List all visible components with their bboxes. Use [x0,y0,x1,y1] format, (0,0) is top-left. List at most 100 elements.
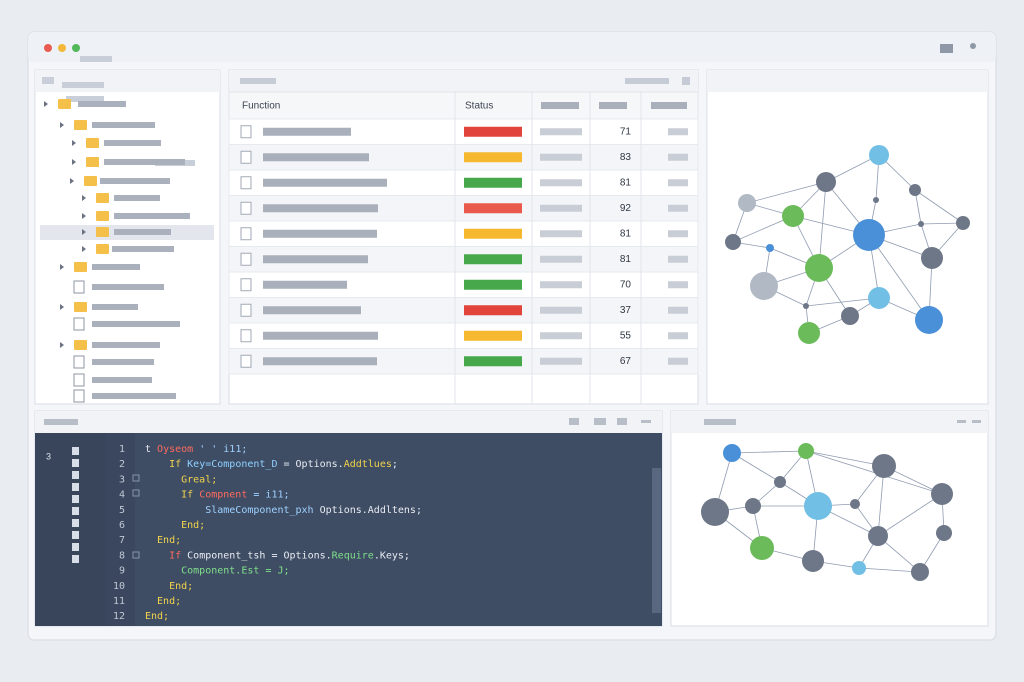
node[interactable] [873,197,879,203]
file-icon[interactable] [72,531,79,539]
node[interactable] [803,303,809,309]
tree-label[interactable] [114,229,171,235]
node[interactable] [909,184,921,196]
tree-arrow[interactable] [60,342,64,348]
node[interactable] [853,219,885,251]
close-button[interactable] [44,44,52,52]
tree-arrow[interactable] [72,159,76,165]
file-icon[interactable] [72,507,79,515]
tree-label[interactable] [92,342,160,348]
file-icon[interactable] [72,471,79,479]
toolbar-button[interactable] [972,420,981,423]
node[interactable] [745,498,761,514]
node[interactable] [723,444,741,462]
window-icon[interactable] [940,44,953,53]
node[interactable] [766,244,774,252]
tree-label[interactable] [92,304,138,310]
toolbar-button[interactable] [594,418,606,425]
node[interactable] [869,145,889,165]
folder-icon[interactable] [58,99,71,109]
folder-icon[interactable] [96,211,109,221]
file-icon[interactable] [72,459,79,467]
file-icon[interactable] [72,483,79,491]
node[interactable] [798,443,814,459]
tree-arrow[interactable] [82,246,86,252]
folder-icon[interactable] [96,227,109,237]
toolbar-button[interactable] [569,418,579,425]
node[interactable] [804,492,832,520]
node[interactable] [852,561,866,575]
column-header[interactable]: Function [242,101,280,112]
tree-label[interactable] [112,246,174,252]
node[interactable] [798,322,820,344]
node[interactable] [850,499,860,509]
folder-icon[interactable] [96,193,109,203]
node[interactable] [872,454,896,478]
tree-label[interactable] [114,195,160,201]
tree-arrow[interactable] [44,101,48,107]
folder-icon[interactable] [96,244,109,254]
node[interactable] [805,254,833,282]
tree-arrow[interactable] [70,178,74,184]
node[interactable] [931,483,953,505]
node[interactable] [816,172,836,192]
tree-label[interactable] [92,321,180,327]
file-icon[interactable] [73,355,85,369]
tree-arrow[interactable] [82,213,86,219]
file-icon[interactable] [73,389,85,403]
tree-label[interactable] [92,122,155,128]
node[interactable] [868,287,890,309]
tree-label[interactable] [104,140,161,146]
tree-label[interactable] [114,213,190,219]
scrollbar[interactable] [652,468,661,613]
maximize-button[interactable] [72,44,80,52]
node[interactable] [750,272,778,300]
folder-icon[interactable] [74,262,87,272]
file-icon[interactable] [73,373,85,387]
node[interactable] [725,234,741,250]
folder-icon[interactable] [86,138,99,148]
toolbar-button[interactable] [641,420,651,423]
node[interactable] [841,307,859,325]
tree-label[interactable] [78,101,126,107]
node[interactable] [911,563,929,581]
tree-label[interactable] [100,178,170,184]
node[interactable] [918,221,924,227]
table-row[interactable] [228,144,699,171]
tree-label[interactable] [104,159,185,165]
fold-marker[interactable] [132,474,140,482]
file-icon[interactable] [73,317,85,331]
file-icon[interactable] [72,555,79,563]
node[interactable] [738,194,756,212]
node[interactable] [915,306,943,334]
column-header[interactable]: Status [465,101,493,112]
tree-label[interactable] [92,359,154,365]
folder-icon[interactable] [74,120,87,130]
tree-arrow[interactable] [82,229,86,235]
file-icon[interactable] [73,280,85,294]
tree-arrow[interactable] [60,264,64,270]
folder-icon[interactable] [74,302,87,312]
tree-label[interactable] [92,264,140,270]
tree-arrow[interactable] [72,140,76,146]
tree-label[interactable] [92,377,152,383]
toolbar-button[interactable] [617,418,627,425]
node[interactable] [868,526,888,546]
toolbar-button[interactable] [957,420,966,423]
minimize-button[interactable] [58,44,66,52]
node[interactable] [701,498,729,526]
toolbar-button[interactable] [682,77,690,85]
tree-arrow[interactable] [60,122,64,128]
tree-arrow[interactable] [82,195,86,201]
folder-icon[interactable] [86,157,99,167]
folder-icon[interactable] [84,176,97,186]
tree-label[interactable] [92,284,164,290]
folder-icon[interactable] [74,340,87,350]
tree-arrow[interactable] [60,304,64,310]
node[interactable] [802,550,824,572]
node[interactable] [750,536,774,560]
fold-marker[interactable] [132,551,140,559]
file-icon[interactable] [72,519,79,527]
tree-label[interactable] [92,393,176,399]
node[interactable] [921,247,943,269]
